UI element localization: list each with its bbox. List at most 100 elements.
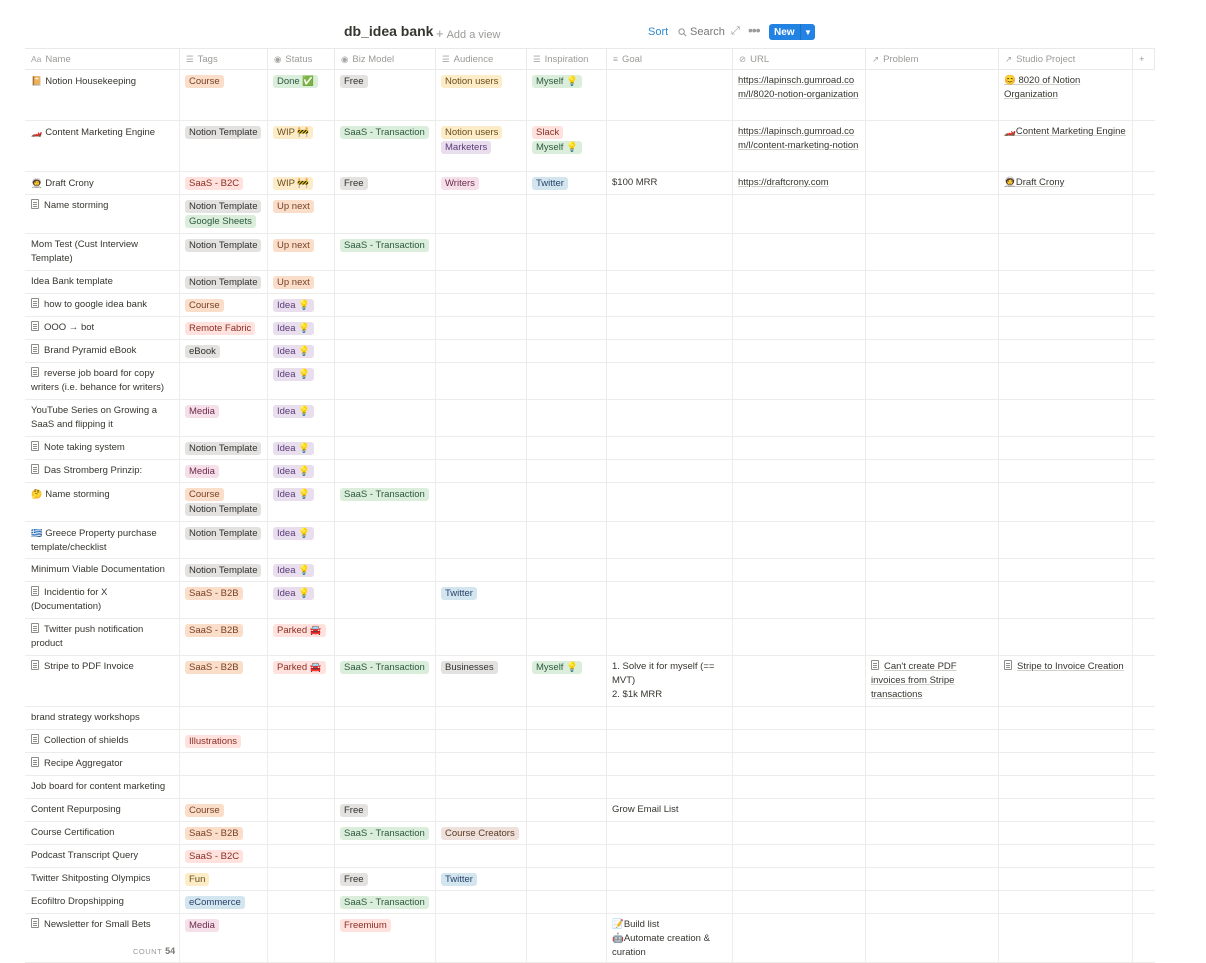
biz-model-cell[interactable] <box>335 195 436 233</box>
table-row[interactable]: Ecofiltro Dropshipping eCommerce SaaS - Tr… <box>25 891 1155 914</box>
inspiration-cell[interactable] <box>527 707 607 729</box>
goal-cell[interactable] <box>607 753 733 775</box>
status-cell[interactable] <box>268 730 335 752</box>
name-cell[interactable]: Name storming <box>25 195 180 233</box>
inspiration-cell[interactable] <box>527 234 607 270</box>
url-cell[interactable] <box>733 363 866 399</box>
table-row[interactable]: Collection of shields Illustrations <box>25 730 1155 753</box>
name-cell[interactable]: Minimum Viable Documentation <box>25 559 180 581</box>
tags-cell[interactable]: Notion Template <box>180 437 268 459</box>
url-cell[interactable] <box>733 195 866 233</box>
goal-cell[interactable] <box>607 271 733 293</box>
database-title[interactable]: db_idea bank <box>344 23 434 39</box>
status-cell[interactable]: Idea 💡 <box>268 363 335 399</box>
audience-cell[interactable]: Notion users <box>436 70 527 120</box>
audience-cell[interactable] <box>436 753 527 775</box>
problem-cell[interactable] <box>866 891 999 913</box>
name-cell[interactable]: brand strategy workshops <box>25 707 180 729</box>
inspiration-cell[interactable] <box>527 317 607 339</box>
goal-cell[interactable]: 1. Solve it for myself (== MVT) 2. $1k M… <box>607 656 733 706</box>
studio-project-cell[interactable] <box>999 437 1133 459</box>
table-row[interactable]: Stripe to PDF Invoice SaaS - B2B Parked 🚘 S… <box>25 656 1155 707</box>
biz-model-cell[interactable] <box>335 400 436 436</box>
problem-cell[interactable]: Can't create PDF invoices from Stripe tr… <box>866 656 999 706</box>
biz-model-cell[interactable] <box>335 460 436 482</box>
table-row[interactable]: 🇬🇷 Greece Property purchase template/chec… <box>25 522 1155 559</box>
biz-model-cell[interactable] <box>335 437 436 459</box>
url-cell[interactable] <box>733 437 866 459</box>
name-cell[interactable]: Twitter Shitposting Olympics <box>25 868 180 890</box>
column-header[interactable]: ≡ Goal <box>607 49 733 69</box>
inspiration-cell[interactable] <box>527 776 607 798</box>
problem-cell[interactable] <box>866 271 999 293</box>
audience-cell[interactable] <box>436 619 527 655</box>
status-cell[interactable]: WIP 🚧 <box>268 121 335 171</box>
audience-cell[interactable]: Twitter <box>436 868 527 890</box>
status-cell[interactable]: Idea 💡 <box>268 582 335 618</box>
status-cell[interactable] <box>268 845 335 867</box>
inspiration-cell[interactable]: Slack Myself 💡 <box>527 121 607 171</box>
url-value[interactable]: https://draftcrony.com <box>738 177 829 188</box>
table-row[interactable]: brand strategy workshops <box>25 707 1155 730</box>
goal-cell[interactable] <box>607 317 733 339</box>
studio-project-cell[interactable] <box>999 363 1133 399</box>
status-cell[interactable]: Parked 🚘 <box>268 656 335 706</box>
biz-model-cell[interactable]: Free <box>335 799 436 821</box>
studio-project-cell[interactable]: 🧑‍🚀Draft Crony <box>999 172 1133 194</box>
table-row[interactable]: 📔 Notion Housekeeping Course Done ✅ Free Noti… <box>25 70 1155 121</box>
studio-project-cell[interactable] <box>999 845 1133 867</box>
tags-cell[interactable]: Media <box>180 460 268 482</box>
studio-project-cell[interactable] <box>999 914 1133 962</box>
tags-cell[interactable]: Media <box>180 914 268 962</box>
tags-cell[interactable]: Course <box>180 294 268 316</box>
inspiration-cell[interactable] <box>527 845 607 867</box>
table-row[interactable]: Newsletter for Small Bets Media Freemium 📝B… <box>25 914 1155 963</box>
tags-cell[interactable] <box>180 363 268 399</box>
url-cell[interactable] <box>733 822 866 844</box>
inspiration-cell[interactable] <box>527 582 607 618</box>
inspiration-cell[interactable] <box>527 400 607 436</box>
inspiration-cell[interactable] <box>527 522 607 558</box>
name-cell[interactable]: Collection of shields <box>25 730 180 752</box>
problem-cell[interactable] <box>866 868 999 890</box>
audience-cell[interactable]: Businesses <box>436 656 527 706</box>
inspiration-cell[interactable] <box>527 822 607 844</box>
biz-model-cell[interactable] <box>335 707 436 729</box>
url-value[interactable]: https://lapinsch.gumroad.com/l/content-m… <box>738 126 859 151</box>
name-cell[interactable]: Stripe to PDF Invoice <box>25 656 180 706</box>
goal-cell[interactable] <box>607 121 733 171</box>
goal-cell[interactable]: 📝Build list 🤖Automate creation & curatio… <box>607 914 733 962</box>
table-row[interactable]: how to google idea bank Course Idea 💡 <box>25 294 1155 317</box>
inspiration-cell[interactable] <box>527 340 607 362</box>
problem-cell[interactable] <box>866 483 999 521</box>
studio-project-cell[interactable] <box>999 460 1133 482</box>
studio-project-cell[interactable] <box>999 340 1133 362</box>
goal-cell[interactable] <box>607 619 733 655</box>
status-cell[interactable]: WIP 🚧 <box>268 172 335 194</box>
studio-project-cell[interactable]: Stripe to Invoice Creation <box>999 656 1133 706</box>
url-cell[interactable] <box>733 559 866 581</box>
table-row[interactable]: Podcast Transcript Query SaaS - B2C <box>25 845 1155 868</box>
column-header[interactable]: ⊘ URL <box>733 49 866 69</box>
goal-cell[interactable] <box>607 294 733 316</box>
biz-model-cell[interactable] <box>335 776 436 798</box>
biz-model-cell[interactable] <box>335 317 436 339</box>
inspiration-cell[interactable] <box>527 294 607 316</box>
status-cell[interactable] <box>268 891 335 913</box>
tags-cell[interactable]: SaaS - B2B <box>180 656 268 706</box>
goal-cell[interactable] <box>607 891 733 913</box>
name-cell[interactable]: Incidentio for X (Documentation) <box>25 582 180 618</box>
goal-cell[interactable] <box>607 195 733 233</box>
status-cell[interactable]: Done ✅ <box>268 70 335 120</box>
biz-model-cell[interactable]: Free <box>335 70 436 120</box>
biz-model-cell[interactable]: Free <box>335 868 436 890</box>
studio-project-cell[interactable] <box>999 400 1133 436</box>
url-cell[interactable]: https://draftcrony.com <box>733 172 866 194</box>
biz-model-cell[interactable] <box>335 294 436 316</box>
studio-project-cell[interactable] <box>999 753 1133 775</box>
biz-model-cell[interactable] <box>335 753 436 775</box>
goal-cell[interactable] <box>607 437 733 459</box>
goal-cell[interactable] <box>607 730 733 752</box>
biz-model-cell[interactable]: SaaS - Transaction <box>335 656 436 706</box>
status-cell[interactable] <box>268 868 335 890</box>
